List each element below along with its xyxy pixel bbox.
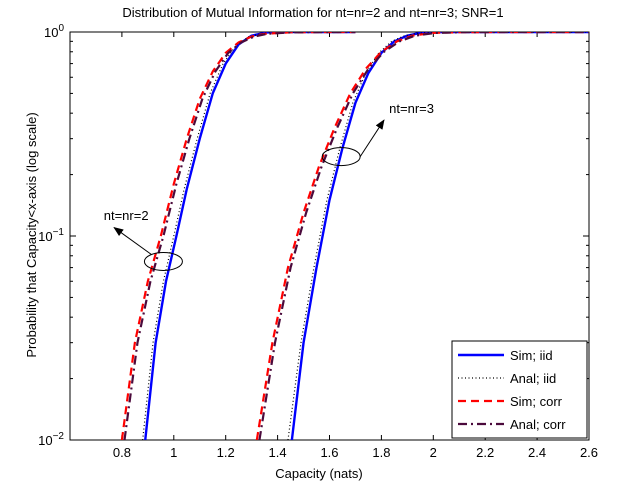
annotation-arrow-1 bbox=[113, 226, 152, 255]
x-axis-title: Capacity (nats) bbox=[275, 466, 362, 481]
series-line-anal-iid-1 bbox=[142, 32, 356, 440]
legend-box bbox=[451, 340, 588, 439]
annotation-ellipse-1 bbox=[143, 251, 183, 271]
y-tick-label: 10−1 bbox=[38, 227, 64, 244]
x-tick-label: 2.4 bbox=[528, 445, 546, 460]
x-tick-label: 1 bbox=[170, 445, 177, 460]
legend-label-1: Sim; iid bbox=[510, 348, 553, 363]
series-curves bbox=[120, 32, 589, 440]
series-line-sim-corr-1 bbox=[120, 32, 356, 440]
series-line-sim-iid-2 bbox=[290, 32, 589, 440]
x-tick-label: 0.8 bbox=[113, 445, 131, 460]
annotation-label-1: nt=nr=2 bbox=[104, 208, 149, 223]
x-tick-label: 1.2 bbox=[217, 445, 235, 460]
legend-label-4: Anal; corr bbox=[510, 417, 566, 432]
series-line-anal-corr-2 bbox=[258, 32, 589, 440]
legend: Sim; iid Anal; iid Sim; corr Anal; corr bbox=[451, 340, 588, 439]
x-tick-label: 1.6 bbox=[320, 445, 338, 460]
x-tick-label: 1.4 bbox=[269, 445, 287, 460]
plot-layer: 0.8 1 1.2 1.4 1.6 1.8 2 2.2 2.4 2.6 10−2 10−1 100 nt=… bbox=[38, 23, 598, 460]
series-line-anal-corr-1 bbox=[123, 32, 356, 440]
legend-label-3: Sim; corr bbox=[510, 394, 563, 409]
y-axis-title: Probability that Capacity<x-axis (log sc… bbox=[24, 112, 39, 357]
annotation-arrow-2 bbox=[359, 119, 385, 157]
x-tick-label: 2 bbox=[430, 445, 437, 460]
x-tick-label: 2.6 bbox=[580, 445, 598, 460]
chart-title: Distribution of Mutual Information for n… bbox=[122, 5, 503, 20]
x-tick-label: 1.8 bbox=[372, 445, 390, 460]
y-tick-label: 100 bbox=[44, 23, 64, 40]
y-tick-label: 10−2 bbox=[38, 431, 64, 448]
legend-label-2: Anal; iid bbox=[510, 371, 556, 386]
x-tick-label: 2.2 bbox=[476, 445, 494, 460]
annotation-label-2: nt=nr=3 bbox=[389, 101, 434, 116]
